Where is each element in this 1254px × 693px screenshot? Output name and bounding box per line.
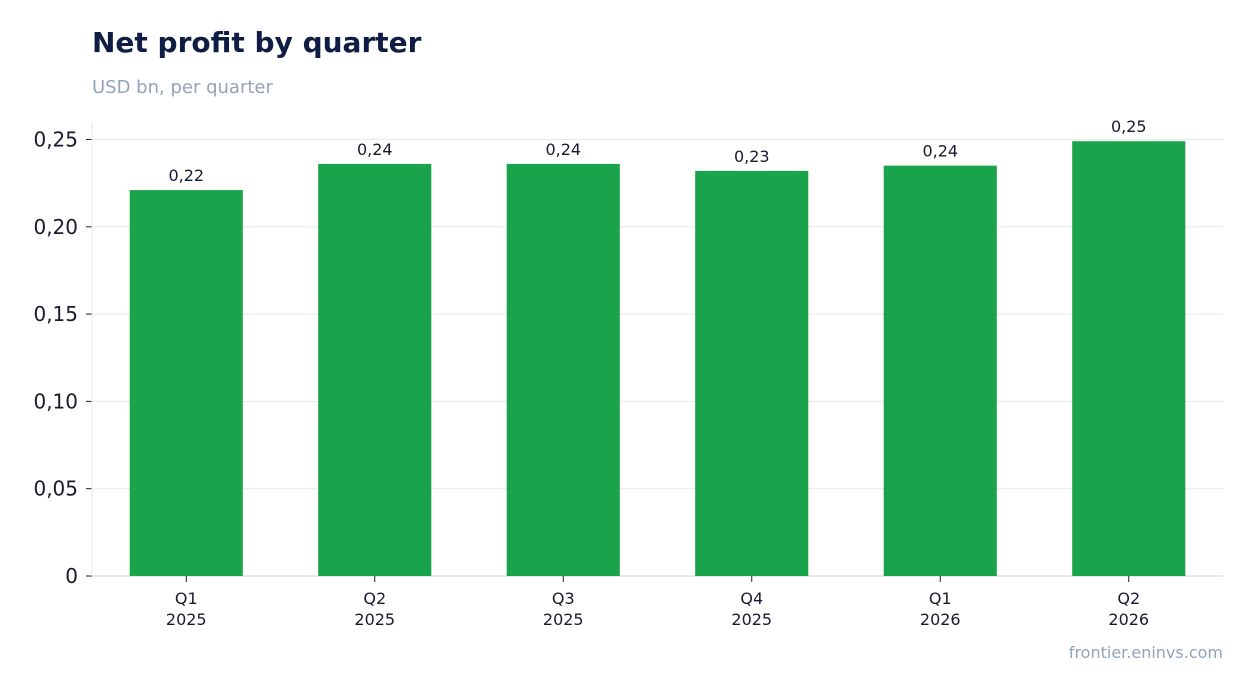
x-tick-label-year: 2025: [731, 610, 772, 629]
bar: [883, 165, 997, 576]
source-credit: frontier.eninvs.com: [1068, 643, 1223, 662]
bar: [129, 190, 243, 576]
y-tick-label: 0,20: [33, 215, 78, 239]
bar: [506, 163, 620, 576]
x-tick-label-year: 2026: [1108, 610, 1149, 629]
x-tick-label-year: 2025: [354, 610, 395, 629]
x-tick-label-year: 2026: [920, 610, 961, 629]
data-label: 0,24: [922, 142, 958, 161]
grid-lines: [92, 138, 1223, 490]
y-axis: 0 0,05 0,10 0,15 0,20 0,25: [33, 122, 93, 588]
x-tick-label: Q1: [175, 589, 198, 608]
x-tick-label: Q4: [740, 589, 763, 608]
y-tick-label: 0: [65, 564, 78, 588]
y-tick-label: 0,10: [33, 389, 78, 413]
y-tick-label: 0,05: [33, 477, 78, 501]
data-labels: 0,22 0,24 0,24 0,23 0,24 0,25: [168, 117, 1146, 185]
data-label: 0,24: [357, 140, 393, 159]
data-label: 0,23: [734, 147, 770, 166]
x-tick-label: Q1: [929, 589, 952, 608]
x-tick-label: Q2: [363, 589, 386, 608]
x-axis: Q1 2025 Q2 2025 Q3 2025 Q4 2025 Q1 2026 Q2 2026: [92, 575, 1223, 629]
x-tick-label-year: 2025: [543, 610, 584, 629]
y-tick-label: 0,15: [33, 302, 78, 326]
chart-title: Net profit by quarter: [92, 26, 422, 59]
y-tick-label: 0,25: [33, 127, 78, 151]
bar: [318, 163, 432, 576]
x-tick-label: Q2: [1117, 589, 1140, 608]
data-label: 0,25: [1111, 117, 1147, 136]
x-tick-label: Q3: [552, 589, 575, 608]
data-label: 0,24: [545, 140, 581, 159]
x-tick-label-year: 2025: [166, 610, 207, 629]
bar: [1072, 141, 1186, 576]
chart-subtitle: USD bn, per quarter: [92, 77, 273, 98]
data-label: 0,22: [168, 166, 204, 185]
bars: [129, 141, 1186, 576]
bar: [695, 170, 809, 576]
